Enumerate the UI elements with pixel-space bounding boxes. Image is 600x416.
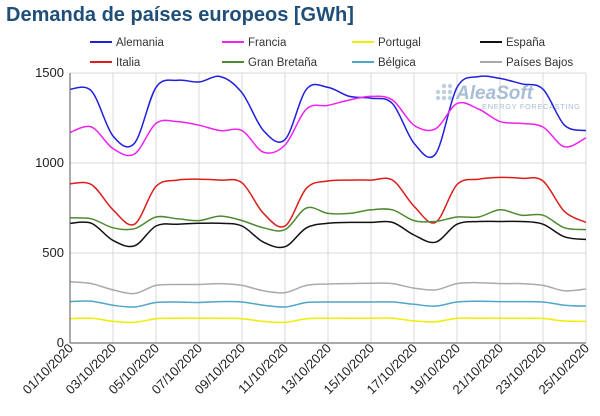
legend-item-italia: Italia [90, 57, 141, 69]
y-tick-label: 1500 [35, 65, 64, 80]
legend-label: Bélgica [378, 57, 416, 69]
series-line-francia [69, 95, 587, 157]
legend-label: Alemania [116, 37, 165, 49]
legend-item-paises-bajos: Países Bajos [480, 57, 573, 69]
x-axis-ticks: 01/10/202003/10/202005/10/202007/10/2020… [19, 341, 592, 398]
chart-title: Demanda de países europeos [GWh] [6, 4, 354, 26]
series-line-portugal [69, 317, 587, 324]
legend-label: Francia [248, 37, 287, 49]
series-line-alemania [69, 75, 587, 159]
legend-item-belgica: Bélgica [352, 57, 416, 69]
legend-item-alemania: Alemania [90, 37, 165, 49]
series-line-gran-bretana [69, 206, 587, 232]
legend-item-gran-bretana: Gran Bretaña [222, 57, 318, 69]
logo-dots-icon [435, 83, 453, 101]
y-tick-label: 500 [42, 245, 64, 260]
series-lines [69, 75, 587, 324]
legend-label: Portugal [378, 37, 421, 49]
legend-label: Italia [116, 57, 141, 69]
logo-subtext: ENERGY FORECASTING [482, 102, 581, 111]
y-tick-label: 1000 [35, 155, 64, 170]
legend-label: Países Bajos [506, 57, 573, 69]
series-line-paises-bajos [69, 281, 587, 295]
series-line-italia [69, 176, 587, 228]
logo-text: AleaSoft [455, 83, 534, 104]
axes [69, 73, 586, 344]
legend-label: Gran Bretaña [248, 57, 318, 69]
legend-item-espana: España [480, 37, 546, 49]
aleasoft-logo: AleaSoft ENERGY FORECASTING [435, 83, 581, 111]
series-line-espana [69, 220, 587, 249]
legend-item-francia: Francia [222, 37, 287, 49]
y-axis-ticks: 0 500 1000 1500 [35, 65, 64, 350]
legend-item-portugal: Portugal [352, 37, 421, 49]
series-line-belgica [69, 300, 587, 308]
y-tick-label: 0 [57, 335, 64, 350]
legend-label: España [506, 37, 546, 49]
legend: Alemania Francia Portugal España Italia Gran … [90, 37, 573, 69]
